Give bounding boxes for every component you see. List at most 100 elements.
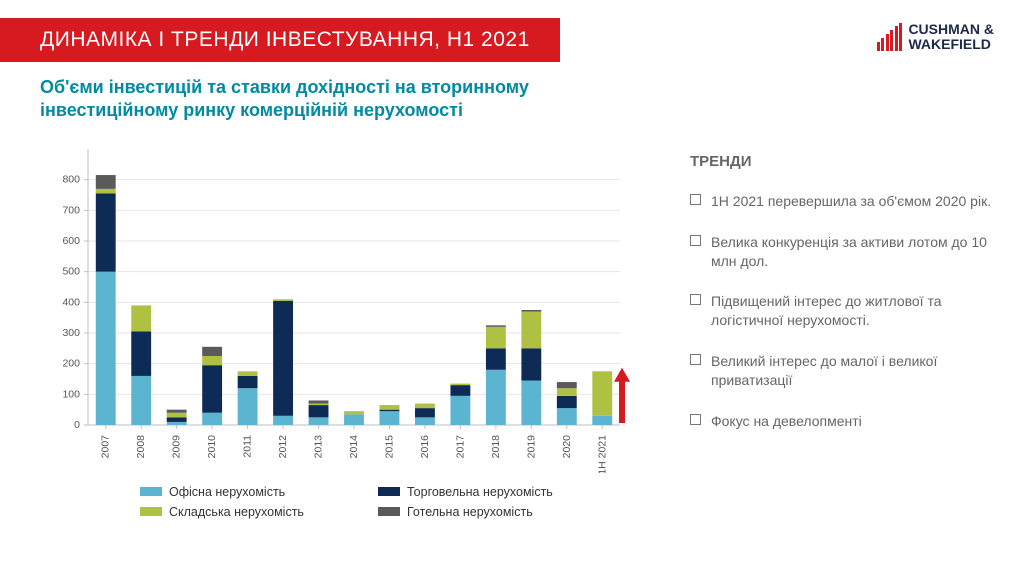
trends-heading: ТРЕНДИ <box>690 153 994 170</box>
legend-item: Офісна нерухомість <box>140 485 340 499</box>
trend-item: Фокус на девелопменті <box>690 412 994 431</box>
svg-text:2018: 2018 <box>490 435 502 459</box>
svg-text:2009: 2009 <box>171 435 183 459</box>
bar-segment <box>202 413 222 425</box>
logo-line1: CUSHMAN & <box>908 22 994 37</box>
bar-segment <box>592 416 612 425</box>
svg-text:2014: 2014 <box>348 435 360 459</box>
svg-text:2015: 2015 <box>383 435 395 459</box>
bar-segment <box>131 376 151 425</box>
bar-segment <box>486 348 506 369</box>
svg-text:2007: 2007 <box>100 435 112 459</box>
bar-segment <box>521 311 541 348</box>
logo-line2: WAKEFIELD <box>908 37 994 52</box>
bar-segment <box>167 413 187 418</box>
svg-text:200: 200 <box>62 357 80 369</box>
stacked-bar-chart: 0100200300400500600700800200720082009201… <box>40 133 660 473</box>
bar-segment <box>309 403 329 405</box>
bar-segment <box>238 376 258 388</box>
trends-list: 1H 2021 перевершила за об'ємом 2020 рік.… <box>690 192 994 431</box>
bullet-icon <box>690 294 701 305</box>
bar-segment <box>557 388 577 396</box>
bar-segment <box>486 325 506 327</box>
bar-segment <box>380 405 400 410</box>
bar-segment <box>96 189 116 194</box>
legend-swatch <box>140 487 162 496</box>
bar-segment <box>131 305 151 331</box>
svg-text:800: 800 <box>62 173 80 185</box>
trend-item: 1H 2021 перевершила за об'ємом 2020 рік. <box>690 192 994 211</box>
trend-item: Великий інтерес до малої і великої прива… <box>690 352 994 390</box>
trend-item: Підвищений інтерес до житлової та логіст… <box>690 292 994 330</box>
bar-segment <box>344 414 364 425</box>
svg-text:400: 400 <box>62 296 80 308</box>
chart-area: 0100200300400500600700800200720082009201… <box>40 133 660 519</box>
legend-swatch <box>140 507 162 516</box>
bullet-icon <box>690 354 701 365</box>
svg-text:2017: 2017 <box>454 435 466 459</box>
svg-text:2012: 2012 <box>277 435 289 459</box>
bar-segment <box>521 310 541 312</box>
bar-segment <box>309 417 329 425</box>
bar-segment <box>557 396 577 408</box>
bar-segment <box>450 385 470 396</box>
subtitle: Об'єми інвестицій та ставки дохідності н… <box>0 70 680 133</box>
bar-segment <box>96 193 116 271</box>
bar-segment <box>238 371 258 376</box>
bar-segment <box>131 331 151 375</box>
logo: CUSHMAN & WAKEFIELD <box>877 18 994 53</box>
bar-segment <box>309 400 329 403</box>
trend-text: Фокус на девелопменті <box>711 412 862 431</box>
bar-segment <box>557 382 577 388</box>
svg-text:2008: 2008 <box>135 435 147 459</box>
svg-text:0: 0 <box>74 419 80 431</box>
chart-legend: Офісна нерухомість Торговельна нерухоміст… <box>40 473 660 519</box>
svg-text:2020: 2020 <box>561 435 573 459</box>
main-content: 0100200300400500600700800200720082009201… <box>0 133 1024 529</box>
bar-segment <box>380 411 400 425</box>
bar-segment <box>167 409 187 412</box>
bar-segment <box>344 411 364 414</box>
bar-segment <box>415 408 435 417</box>
legend-swatch <box>378 487 400 496</box>
bar-segment <box>202 356 222 365</box>
svg-text:700: 700 <box>62 204 80 216</box>
trend-item: Велика конкуренція за активи лотом до 10… <box>690 233 994 271</box>
bar-segment <box>96 175 116 189</box>
legend-item: Складська нерухомість <box>140 505 340 519</box>
bullet-icon <box>690 235 701 246</box>
trend-text: Великий інтерес до малої і великої прива… <box>711 352 994 390</box>
up-arrow-head-icon <box>614 368 630 382</box>
bar-segment <box>167 422 187 425</box>
svg-text:2019: 2019 <box>525 435 537 459</box>
bar-segment <box>238 388 258 425</box>
bullet-icon <box>690 194 701 205</box>
bar-segment <box>450 396 470 425</box>
page-title: ДИНАМІКА І ТРЕНДИ ІНВЕСТУВАННЯ, H1 2021 <box>0 18 560 62</box>
trend-text: Велика конкуренція за активи лотом до 10… <box>711 233 994 271</box>
bar-segment <box>415 403 435 408</box>
trend-text: Підвищений інтерес до житлової та логіст… <box>711 292 994 330</box>
bar-segment <box>521 348 541 380</box>
svg-text:2010: 2010 <box>206 435 218 459</box>
logo-bars-icon <box>877 23 903 51</box>
bar-segment <box>167 417 187 422</box>
logo-text: CUSHMAN & WAKEFIELD <box>908 22 994 53</box>
svg-text:2016: 2016 <box>419 435 431 459</box>
legend-item: Торговельна нерухомість <box>378 485 578 499</box>
trends-panel: ТРЕНДИ 1H 2021 перевершила за об'ємом 20… <box>690 133 994 519</box>
bar-segment <box>521 380 541 424</box>
bar-segment <box>450 383 470 385</box>
trend-text: 1H 2021 перевершила за об'ємом 2020 рік. <box>711 192 991 211</box>
svg-text:100: 100 <box>62 388 80 400</box>
bar-segment <box>273 416 293 425</box>
legend-label: Складська нерухомість <box>169 505 304 519</box>
legend-label: Торговельна нерухомість <box>407 485 553 499</box>
bar-segment <box>273 301 293 416</box>
svg-text:2011: 2011 <box>242 435 254 458</box>
bar-segment <box>309 405 329 417</box>
svg-text:2013: 2013 <box>313 435 325 459</box>
bar-segment <box>202 347 222 356</box>
bullet-icon <box>690 414 701 425</box>
legend-label: Офісна нерухомість <box>169 485 285 499</box>
